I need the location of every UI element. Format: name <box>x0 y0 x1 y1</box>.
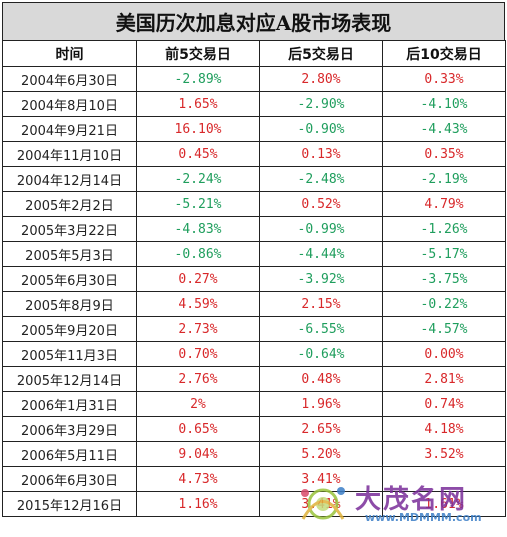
date-cell: 2004年8月10日 <box>2 91 137 117</box>
post5-cell: 2.15% <box>259 291 383 317</box>
post5-cell: 0.52% <box>259 191 383 217</box>
post10-cell: -0.22% <box>382 291 506 317</box>
post5-cell: -2.48% <box>259 166 383 192</box>
table-row: 2005年2月2日 -5.21% 0.52% 4.79% <box>2 191 506 217</box>
post5-cell: 2.65% <box>259 416 383 442</box>
pre5-cell: 2% <box>136 391 260 417</box>
post10-cell: -3.75% <box>382 266 506 292</box>
pre5-cell: -5.21% <box>136 191 260 217</box>
table-row: 2005年11月3日 0.70% -0.64% 0.00% <box>2 341 506 367</box>
date-cell: 2005年5月3日 <box>2 241 137 267</box>
pre5-cell: 0.70% <box>136 341 260 367</box>
header-post10: 后10交易日 <box>382 40 506 67</box>
post5-cell: -4.44% <box>259 241 383 267</box>
pre5-cell: 1.16% <box>136 491 260 517</box>
post10-cell: 2.81% <box>382 366 506 392</box>
date-cell: 2005年6月30日 <box>2 266 137 292</box>
post5-cell: -2.90% <box>259 91 383 117</box>
table-row: 2004年9月21日 16.10% -0.90% -4.43% <box>2 116 506 142</box>
post10-cell: -1.26% <box>382 216 506 242</box>
post10-cell: 0.33% <box>382 66 506 92</box>
date-cell: 2005年2月2日 <box>2 191 137 217</box>
table-row: 2005年12月14日 2.76% 0.48% 2.81% <box>2 366 506 392</box>
post10-cell: -4.10% <box>382 91 506 117</box>
table-row: 2006年3月29日 0.65% 2.65% 4.18% <box>2 416 506 442</box>
post10-cell: 4.79% <box>382 191 506 217</box>
post10-cell: 3.52% <box>382 441 506 467</box>
table-row: 2005年8月9日 4.59% 2.15% -0.22% <box>2 291 506 317</box>
date-cell: 2005年8月9日 <box>2 291 137 317</box>
pre5-cell: -0.86% <box>136 241 260 267</box>
header-post5: 后5交易日 <box>259 40 383 67</box>
post5-cell: 5.20% <box>259 441 383 467</box>
post10-cell: -2.19% <box>382 166 506 192</box>
pre5-cell: -4.83% <box>136 216 260 242</box>
pre5-cell: 0.65% <box>136 416 260 442</box>
date-cell: 2006年5月11日 <box>2 441 137 467</box>
post10-cell: 1.61% <box>382 491 506 517</box>
post10-cell: 0.35% <box>382 141 506 167</box>
pre5-cell: 0.45% <box>136 141 260 167</box>
table-row: 2006年6月30日 4.73% 3.41% <box>2 466 506 492</box>
date-cell: 2005年9月20日 <box>2 316 137 342</box>
post10-cell: -4.43% <box>382 116 506 142</box>
pre5-cell: -2.24% <box>136 166 260 192</box>
post5-cell: -3.92% <box>259 266 383 292</box>
post10-cell: 0.74% <box>382 391 506 417</box>
header-pre5: 前5交易日 <box>136 40 260 67</box>
post10-cell: -4.57% <box>382 316 506 342</box>
date-cell: 2004年6月30日 <box>2 66 137 92</box>
date-cell: 2006年1月31日 <box>2 391 137 417</box>
table-row: 2005年6月30日 0.27% -3.92% -3.75% <box>2 266 506 292</box>
pre5-cell: 0.27% <box>136 266 260 292</box>
post5-cell: 0.48% <box>259 366 383 392</box>
pre5-cell: 2.73% <box>136 316 260 342</box>
table-row: 2005年5月3日 -0.86% -4.44% -5.17% <box>2 241 506 267</box>
post5-cell: -0.99% <box>259 216 383 242</box>
pre5-cell: -2.89% <box>136 66 260 92</box>
table-row: 2006年5月11日 9.04% 5.20% 3.52% <box>2 441 506 467</box>
date-cell: 2005年3月22日 <box>2 216 137 242</box>
table-row: 2004年12月14日 -2.24% -2.48% -2.19% <box>2 166 506 192</box>
table-row: 2004年6月30日 -2.89% 2.80% 0.33% <box>2 66 506 92</box>
table-container: 美国历次加息对应A股市场表现 时间 前5交易日 后5交易日 后10交易日 200… <box>2 2 506 517</box>
post10-cell: 0.00% <box>382 341 506 367</box>
date-cell: 2004年9月21日 <box>2 116 137 142</box>
date-cell: 2015年12月16日 <box>2 491 137 517</box>
table-title: 美国历次加息对应A股市场表现 <box>2 2 505 40</box>
date-cell: 2005年11月3日 <box>2 341 137 367</box>
table-row: 2005年9月20日 2.73% -6.55% -4.57% <box>2 316 506 342</box>
date-cell: 2006年3月29日 <box>2 416 137 442</box>
post5-cell: 3.41% <box>259 466 383 492</box>
pre5-cell: 9.04% <box>136 441 260 467</box>
table-row: 2004年8月10日 1.65% -2.90% -4.10% <box>2 91 506 117</box>
table-row: 2006年1月31日 2% 1.96% 0.74% <box>2 391 506 417</box>
post10-cell: -5.17% <box>382 241 506 267</box>
date-cell: 2004年11月10日 <box>2 141 137 167</box>
post5-cell: 1.96% <box>259 391 383 417</box>
post5-cell: 2.80% <box>259 66 383 92</box>
post10-cell: 4.18% <box>382 416 506 442</box>
header-date: 时间 <box>2 40 137 67</box>
post5-cell: -0.64% <box>259 341 383 367</box>
pre5-cell: 16.10% <box>136 116 260 142</box>
post5-cell: 0.13% <box>259 141 383 167</box>
pre5-cell: 2.76% <box>136 366 260 392</box>
header-row: 时间 前5交易日 后5交易日 后10交易日 <box>2 40 506 67</box>
pre5-cell: 4.73% <box>136 466 260 492</box>
rate-hike-table: 时间 前5交易日 后5交易日 后10交易日 2004年6月30日 -2.89% 2.… <box>2 40 506 517</box>
table-row: 2005年3月22日 -4.83% -0.99% -1.26% <box>2 216 506 242</box>
table-row: 2015年12月16日 1.16% 3.41% 1.61% <box>2 491 506 517</box>
pre5-cell: 4.59% <box>136 291 260 317</box>
date-cell: 2004年12月14日 <box>2 166 137 192</box>
post10-cell <box>382 466 506 492</box>
table-row: 2004年11月10日 0.45% 0.13% 0.35% <box>2 141 506 167</box>
post5-cell: -6.55% <box>259 316 383 342</box>
date-cell: 2006年6月30日 <box>2 466 137 492</box>
date-cell: 2005年12月14日 <box>2 366 137 392</box>
pre5-cell: 1.65% <box>136 91 260 117</box>
table-body: 2004年6月30日 -2.89% 2.80% 0.33% 2004年8月10日 1.65… <box>2 66 506 517</box>
post5-cell: -0.90% <box>259 116 383 142</box>
post5-cell: 3.41% <box>259 491 383 517</box>
